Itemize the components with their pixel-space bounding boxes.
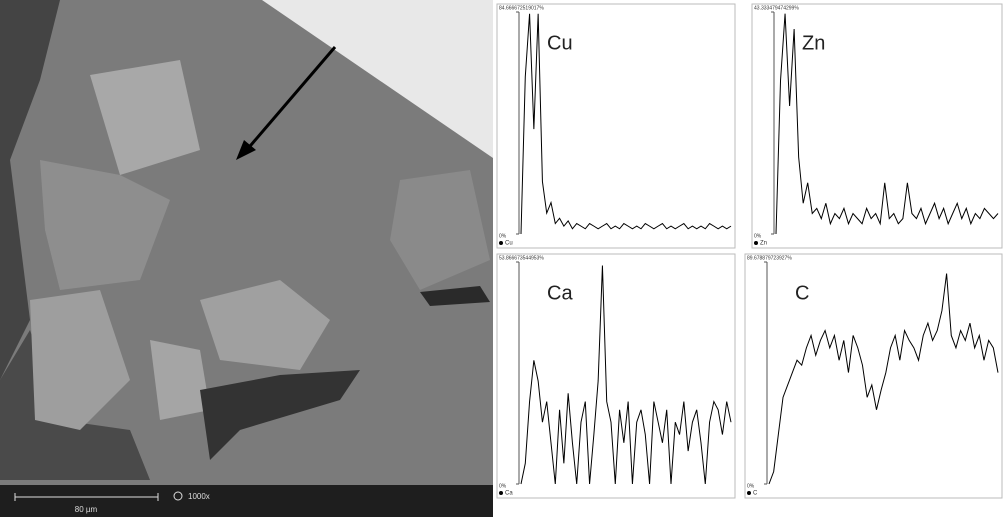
scale-bar-label: 80 µm bbox=[75, 505, 98, 514]
legend-marker bbox=[747, 491, 751, 495]
y-tick-label: 0% bbox=[754, 233, 762, 239]
y-tick-label: 53.866673544953% bbox=[499, 255, 544, 261]
panel-frame bbox=[745, 254, 1002, 498]
magnification: 1000x bbox=[188, 492, 210, 501]
legend-label: Cu bbox=[505, 241, 513, 247]
element-label: Ca bbox=[547, 282, 573, 304]
y-tick-label: 84.666672519017% bbox=[499, 5, 544, 11]
figure: 80 µm 1000x 0% 84.666672519017% Cu Cu 0% 43.3… bbox=[0, 0, 1006, 517]
legend-marker bbox=[499, 241, 503, 245]
y-tick-label: 0% bbox=[499, 233, 507, 239]
y-tick-label: 0% bbox=[499, 483, 507, 489]
line-scans: 0% 84.666672519017% Cu Cu 0% 43.333479474299%… bbox=[497, 4, 1002, 498]
page: {"image": {"scale_bar": "80 µm", "magnif… bbox=[0, 0, 1006, 517]
legend-label: C bbox=[753, 491, 758, 497]
element-label: Cu bbox=[547, 32, 573, 54]
legend-marker bbox=[754, 241, 758, 245]
element-label: Zn bbox=[802, 32, 825, 54]
legend-label: Ca bbox=[505, 491, 513, 497]
y-tick-label: 89.678879723927% bbox=[747, 255, 792, 261]
element-label: C bbox=[795, 282, 809, 304]
y-tick-label: 0% bbox=[747, 483, 755, 489]
y-tick-label: 43.333479474299% bbox=[754, 5, 799, 11]
legend-label: Zn bbox=[760, 241, 767, 247]
legend-marker bbox=[499, 491, 503, 495]
panel-frame bbox=[497, 4, 735, 248]
sem-image: 80 µm 1000x bbox=[0, 0, 493, 517]
